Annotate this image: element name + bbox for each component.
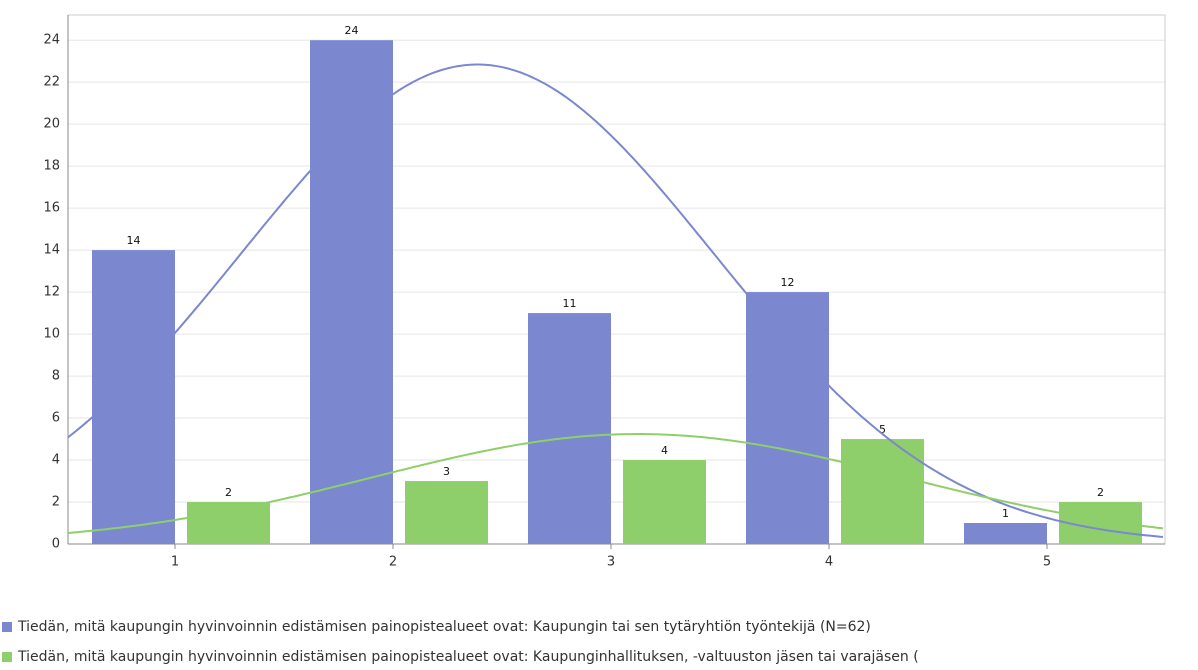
legend-swatch	[2, 622, 12, 632]
bar	[405, 481, 488, 544]
y-tick-label: 14	[43, 243, 60, 258]
y-tick-label: 2	[52, 495, 60, 510]
legend-label: Tiedän, mitä kaupungin hyvinvoinnin edis…	[17, 619, 871, 635]
bar	[841, 439, 924, 544]
x-tick-label: 5	[1043, 555, 1051, 570]
data-label: 1	[1002, 507, 1009, 520]
y-tick-label: 4	[52, 453, 60, 468]
data-label: 14	[127, 234, 141, 247]
y-tick-label: 22	[43, 75, 60, 90]
bar	[528, 313, 611, 544]
data-label: 4	[661, 444, 668, 457]
bar	[623, 460, 706, 544]
bar	[187, 502, 270, 544]
bar	[92, 250, 175, 544]
data-label: 24	[345, 24, 359, 37]
x-tick-label: 2	[389, 555, 397, 570]
y-tick-label: 8	[52, 369, 60, 384]
bar	[964, 523, 1047, 544]
data-label: 2	[1097, 486, 1104, 499]
normal-curve	[67, 63, 1164, 538]
bar	[310, 40, 393, 544]
x-tick-label: 3	[607, 555, 615, 570]
plot-frame	[67, 14, 1166, 545]
x-tick-label: 4	[825, 555, 833, 570]
data-label: 12	[781, 276, 795, 289]
y-tick-label: 6	[52, 411, 60, 426]
y-tick-label: 24	[43, 33, 60, 48]
legend-swatch	[2, 652, 12, 662]
x-tick-label: 1	[171, 555, 179, 570]
y-tick-label: 20	[43, 117, 60, 132]
legend-label: Tiedän, mitä kaupungin hyvinvoinnin edis…	[17, 649, 919, 665]
bar	[746, 292, 829, 544]
data-label: 5	[879, 423, 886, 436]
normal-curve	[67, 433, 1164, 534]
y-tick-label: 0	[52, 537, 60, 552]
y-tick-label: 12	[43, 285, 60, 300]
data-label: 2	[225, 486, 232, 499]
y-tick-label: 10	[43, 327, 60, 342]
data-label: 3	[443, 465, 450, 478]
y-tick-label: 18	[43, 159, 60, 174]
data-label: 11	[563, 297, 577, 310]
y-tick-label: 16	[43, 201, 60, 216]
